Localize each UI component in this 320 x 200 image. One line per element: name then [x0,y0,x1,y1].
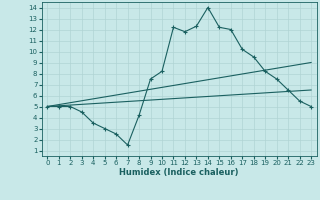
X-axis label: Humidex (Indice chaleur): Humidex (Indice chaleur) [119,168,239,177]
